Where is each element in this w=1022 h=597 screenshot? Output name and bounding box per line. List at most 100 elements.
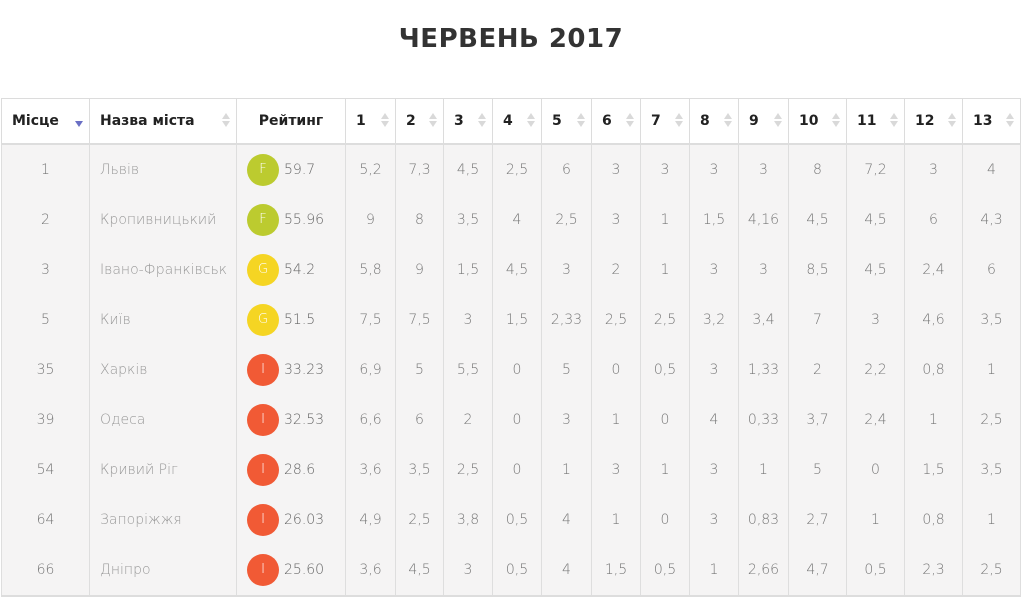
sort-icon[interactable] [890, 113, 898, 129]
criterion-value-cell: 4,3 [962, 195, 1021, 245]
criterion-value-cell: 5 [395, 345, 444, 395]
criterion-value-cell: 1,5 [904, 445, 963, 495]
criterion-value-cell: 3,8 [443, 495, 493, 545]
criterion-value-cell: 4 [492, 195, 542, 245]
criterion-value-cell: 3 [846, 295, 905, 345]
criterion-value-cell: 5 [788, 445, 847, 495]
place-cell: 35 [1, 345, 90, 395]
column-header-place[interactable]: Місце [1, 98, 90, 145]
grade-badge: I [247, 504, 279, 536]
criterion-value-cell: 3,5 [395, 445, 444, 495]
criterion-value-cell: 5,8 [345, 245, 396, 295]
rating-cell: I 32.53 [236, 395, 346, 445]
criterion-value-cell: 2,4 [904, 245, 963, 295]
criterion-value-cell: 2,5 [962, 395, 1021, 445]
criterion-value-cell: 6 [962, 245, 1021, 295]
sort-icon[interactable] [948, 113, 956, 129]
criterion-value-cell: 2,5 [591, 295, 641, 345]
criterion-value-cell: 4,5 [443, 144, 493, 195]
criterion-value-cell: 4,6 [904, 295, 963, 345]
table-row: 3 Івано-Франківськ G 54.2 5,8 9 1,5 4,5 3 2 1 3 3 8,5… [1, 245, 1021, 295]
criterion-value-cell: 2,7 [788, 495, 847, 545]
sort-icon[interactable] [774, 113, 782, 129]
column-header-criterion-10[interactable]: 10 [788, 98, 847, 145]
column-header-rating: Рейтинг [236, 98, 346, 145]
city-name-cell: Запоріжжя [89, 495, 237, 545]
criterion-value-cell: 6 [395, 395, 444, 445]
rating-value: 32.53 [284, 412, 325, 428]
criterion-value-cell: 0 [492, 445, 542, 495]
criterion-value-cell: 1 [738, 445, 789, 495]
place-cell: 1 [1, 144, 90, 195]
criterion-value-cell: 8,5 [788, 245, 847, 295]
sort-icon[interactable] [626, 113, 634, 129]
sort-desc-icon[interactable] [75, 113, 83, 129]
sort-icon[interactable] [478, 113, 486, 129]
rating-value: 28.6 [284, 462, 316, 478]
column-header-criterion-6[interactable]: 6 [591, 98, 641, 145]
criterion-value-cell: 6 [541, 144, 592, 195]
criterion-value-cell: 3 [591, 195, 641, 245]
column-header-criterion-8[interactable]: 8 [689, 98, 739, 145]
city-name-cell: Львів [89, 144, 237, 195]
criterion-value-cell: 3 [689, 345, 739, 395]
criterion-value-cell: 3,5 [443, 195, 493, 245]
criterion-value-cell: 8 [788, 144, 847, 195]
place-cell: 39 [1, 395, 90, 445]
criterion-value-cell: 0,33 [738, 395, 789, 445]
sort-icon[interactable] [527, 113, 535, 129]
rating-cell: F 59.7 [236, 144, 346, 195]
criterion-value-cell: 3 [591, 144, 641, 195]
column-header-criterion-13[interactable]: 13 [962, 98, 1021, 145]
criterion-value-cell: 1,33 [738, 345, 789, 395]
criterion-value-cell: 3 [443, 545, 493, 597]
criterion-value-cell: 2,5 [492, 144, 542, 195]
criterion-value-cell: 4,5 [492, 245, 542, 295]
column-header-city[interactable]: Назва міста [89, 98, 237, 145]
rating-value: 51.5 [284, 312, 316, 328]
criterion-value-cell: 0,83 [738, 495, 789, 545]
rating-cell: G 51.5 [236, 295, 346, 345]
column-header-criterion-1[interactable]: 1 [345, 98, 396, 145]
column-header-criterion-12[interactable]: 12 [904, 98, 963, 145]
criterion-value-cell: 1 [962, 345, 1021, 395]
criterion-value-cell: 4,7 [788, 545, 847, 597]
criterion-value-cell: 3 [689, 445, 739, 495]
sort-icon[interactable] [1006, 113, 1014, 129]
criterion-value-cell: 2,5 [962, 545, 1021, 597]
criterion-value-cell: 9 [345, 195, 396, 245]
sort-icon[interactable] [675, 113, 683, 129]
criterion-value-cell: 5 [541, 345, 592, 395]
column-header-criterion-4[interactable]: 4 [492, 98, 542, 145]
criterion-value-cell: 3,5 [962, 295, 1021, 345]
criterion-value-cell: 4,5 [846, 195, 905, 245]
column-header-criterion-2[interactable]: 2 [395, 98, 444, 145]
column-header-criterion-9[interactable]: 9 [738, 98, 789, 145]
sort-icon[interactable] [577, 113, 585, 129]
table-row: 64 Запоріжжя I 26.03 4,9 2,5 3,8 0,5 4 1 0 3 0,83 2,7… [1, 495, 1021, 545]
sort-icon[interactable] [832, 113, 840, 129]
criterion-value-cell: 7,5 [345, 295, 396, 345]
grade-badge: I [247, 554, 279, 586]
criterion-value-cell: 0,5 [492, 495, 542, 545]
table-row: 66 Дніпро I 25.60 3,6 4,5 3 0,5 4 1,5 0,5 1 2,66 4,7 0… [1, 545, 1021, 597]
criterion-value-cell: 4 [541, 545, 592, 597]
criterion-value-cell: 1,5 [443, 245, 493, 295]
column-header-criterion-5[interactable]: 5 [541, 98, 592, 145]
column-header-criterion-7[interactable]: 7 [640, 98, 690, 145]
table-row: 54 Кривий Ріг I 28.6 3,6 3,5 2,5 0 1 3 1 3 1 5 0 1,5 3,5 [1, 445, 1021, 495]
rating-cell: F 55.96 [236, 195, 346, 245]
criterion-value-cell: 3 [443, 295, 493, 345]
criterion-value-cell: 0 [640, 395, 690, 445]
sort-icon[interactable] [222, 113, 230, 129]
column-header-criterion-11[interactable]: 11 [846, 98, 905, 145]
criterion-value-cell: 4,5 [788, 195, 847, 245]
rating-value: 59.7 [284, 162, 316, 178]
sort-icon[interactable] [381, 113, 389, 129]
sort-icon[interactable] [429, 113, 437, 129]
sort-icon[interactable] [724, 113, 732, 129]
place-cell: 5 [1, 295, 90, 345]
column-header-criterion-3[interactable]: 3 [443, 98, 493, 145]
criterion-value-cell: 4,9 [345, 495, 396, 545]
rating-cell: G 54.2 [236, 245, 346, 295]
